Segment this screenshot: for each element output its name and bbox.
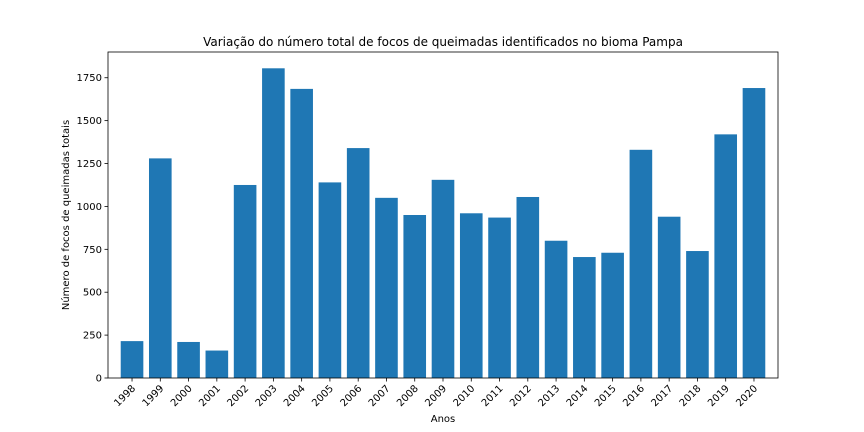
x-tick-label: 2008 bbox=[395, 383, 421, 409]
x-tick-label: 2012 bbox=[508, 383, 534, 409]
x-tick-label: 2014 bbox=[565, 383, 591, 409]
bar-2005 bbox=[318, 182, 342, 378]
y-tick-label: 1750 bbox=[77, 73, 102, 84]
x-tick-label: 2001 bbox=[197, 383, 223, 409]
bar-2011 bbox=[488, 217, 511, 378]
y-tick-label: 1500 bbox=[77, 116, 102, 127]
bar-2016 bbox=[629, 149, 653, 378]
x-tick-label: 1999 bbox=[141, 383, 167, 409]
x-tick-label: 2017 bbox=[650, 383, 676, 409]
x-tick-label: 2015 bbox=[593, 383, 619, 409]
x-tick-label: 2020 bbox=[734, 383, 760, 409]
bar-2015 bbox=[601, 252, 624, 378]
x-tick-label: 2007 bbox=[367, 383, 393, 409]
bars-group bbox=[120, 68, 766, 379]
y-tick-label: 1250 bbox=[77, 159, 102, 170]
bar-2019 bbox=[714, 134, 738, 378]
bar-2009 bbox=[431, 179, 455, 378]
y-tick-label: 0 bbox=[96, 374, 102, 385]
bar-2010 bbox=[459, 213, 483, 378]
x-tick-label: 2000 bbox=[169, 383, 195, 409]
x-tick-label: 2016 bbox=[621, 383, 647, 409]
bar-2001 bbox=[205, 350, 229, 378]
plot-frame bbox=[107, 51, 779, 379]
x-tick-label: 2019 bbox=[706, 383, 732, 409]
y-axis-title: Número de focos de queimadas totais bbox=[60, 120, 72, 310]
bar-2020 bbox=[742, 88, 766, 378]
bar-2008 bbox=[403, 215, 427, 378]
bar-2007 bbox=[375, 197, 398, 378]
x-tick-label: 2002 bbox=[225, 383, 251, 409]
y-tick-label: 1000 bbox=[77, 202, 102, 213]
bar-2004 bbox=[290, 88, 313, 379]
bar-2002 bbox=[233, 184, 257, 378]
x-tick-label: 2005 bbox=[310, 383, 336, 409]
bar-2012 bbox=[516, 196, 540, 378]
bar-2006 bbox=[346, 148, 370, 378]
bar-2013 bbox=[544, 240, 568, 378]
x-tick-label: 2013 bbox=[536, 383, 562, 409]
y-tick-label: 500 bbox=[83, 288, 102, 299]
chart-title: Variação do número total de focos de que… bbox=[203, 35, 683, 49]
bar-1999 bbox=[148, 158, 172, 378]
x-tick-label: 2018 bbox=[678, 383, 704, 409]
x-tick-label: 2009 bbox=[423, 383, 449, 409]
bar-2014 bbox=[573, 257, 596, 378]
y-tick-label: 750 bbox=[83, 245, 102, 256]
bar-2017 bbox=[657, 216, 681, 378]
x-tick-label: 1998 bbox=[112, 383, 138, 409]
bar-1998 bbox=[120, 341, 144, 378]
y-axis: 0 250 500 750 1000 1250 1500 1750 bbox=[77, 73, 108, 385]
bar-2000 bbox=[177, 341, 200, 378]
bar-2003 bbox=[262, 68, 285, 379]
x-axis-title: Anos bbox=[431, 414, 456, 425]
x-tick-label: 2004 bbox=[282, 383, 308, 409]
x-tick-label: 2011 bbox=[480, 383, 506, 409]
x-tick-label: 2006 bbox=[339, 383, 365, 409]
x-axis: 1998 1999 2000 2001 2002 2003 2004 2005 2006 2007… bbox=[112, 378, 760, 409]
bar-2018 bbox=[686, 251, 709, 378]
y-tick-label: 250 bbox=[83, 331, 102, 342]
x-tick-label: 2010 bbox=[452, 383, 478, 409]
x-tick-label: 2003 bbox=[254, 383, 280, 409]
